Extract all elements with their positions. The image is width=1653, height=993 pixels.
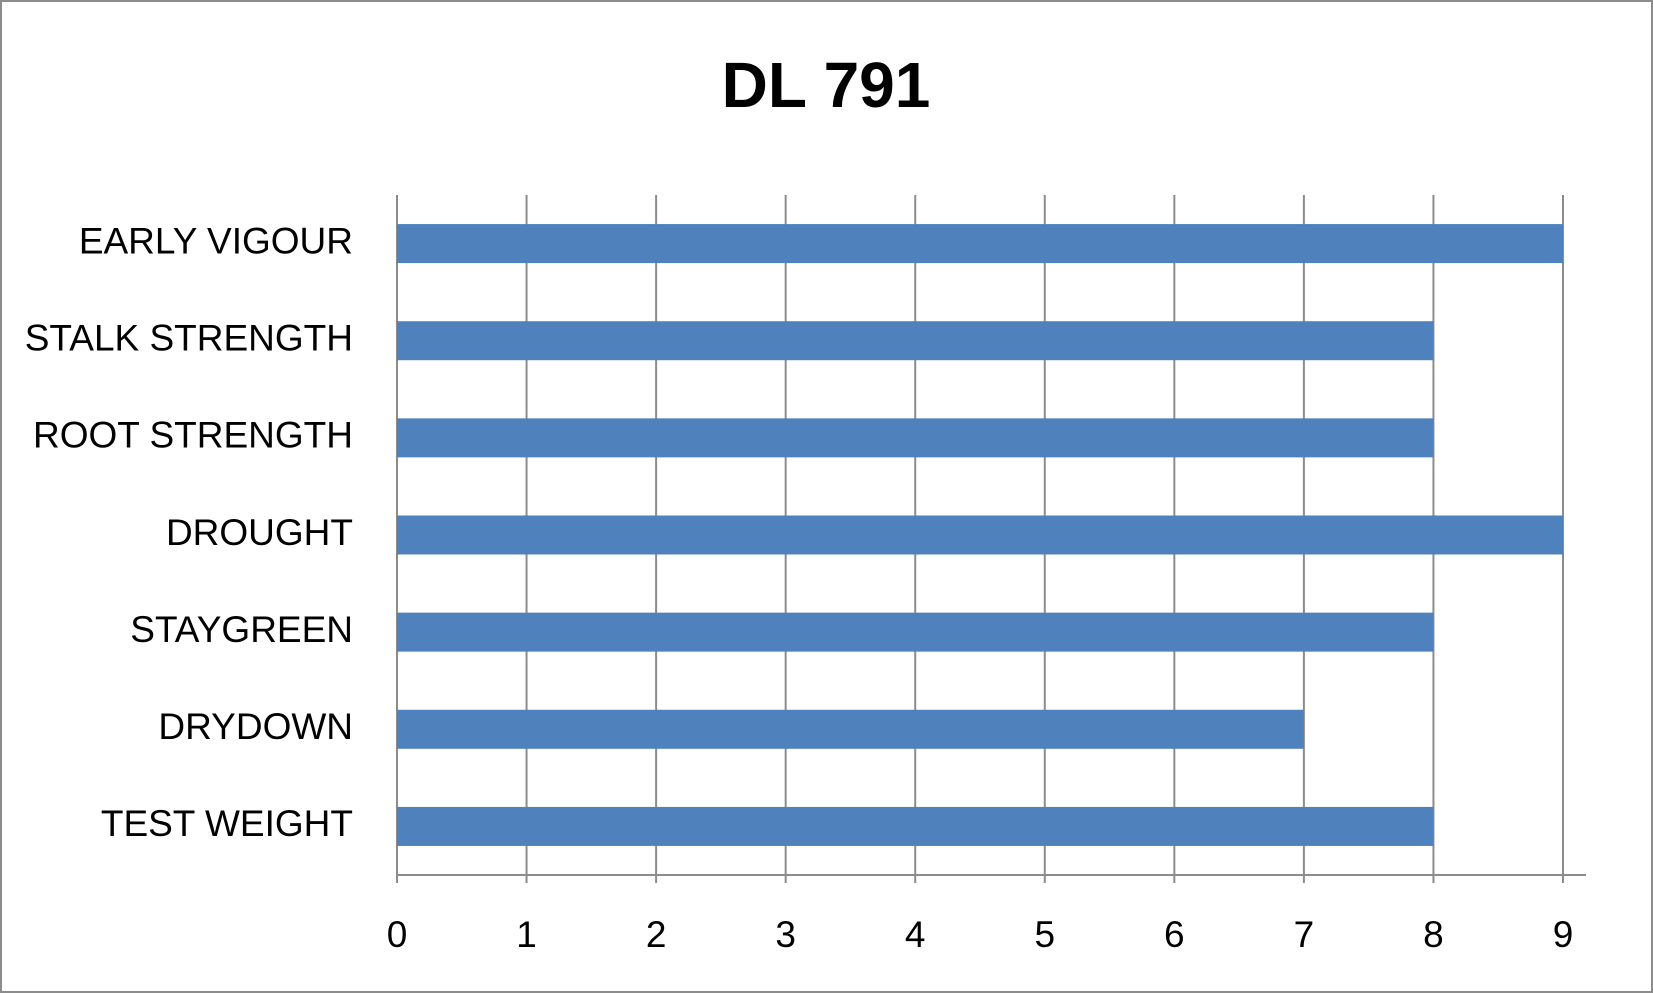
y-tick-label: DRYDOWN [158,706,353,747]
bar [397,224,1563,264]
x-tick-label: 2 [646,914,667,955]
x-tick-label: 7 [1294,914,1315,955]
x-tick-label: 5 [1034,914,1055,955]
bar [397,612,1434,652]
bar [397,515,1563,555]
bar [397,709,1304,749]
y-tick-label: STALK STRENGTH [25,317,353,358]
y-tick-label: STAYGREEN [130,609,353,650]
y-tick-label: TEST WEIGHT [101,803,353,844]
x-tick-label: 1 [516,914,537,955]
x-tick-label: 9 [1553,914,1574,955]
x-tick-label: 3 [775,914,796,955]
y-tick-label: EARLY VIGOUR [79,220,353,261]
bar [397,321,1434,361]
y-tick-label: DROUGHT [166,512,353,553]
x-tick-label: 0 [387,914,408,955]
chart-title: DL 791 [722,49,931,121]
y-tick-label: ROOT STRENGTH [33,415,353,456]
bar [397,806,1434,846]
x-tick-label: 8 [1423,914,1444,955]
bar [397,418,1434,458]
x-tick-label: 4 [905,914,926,955]
x-tick-label: 6 [1164,914,1185,955]
